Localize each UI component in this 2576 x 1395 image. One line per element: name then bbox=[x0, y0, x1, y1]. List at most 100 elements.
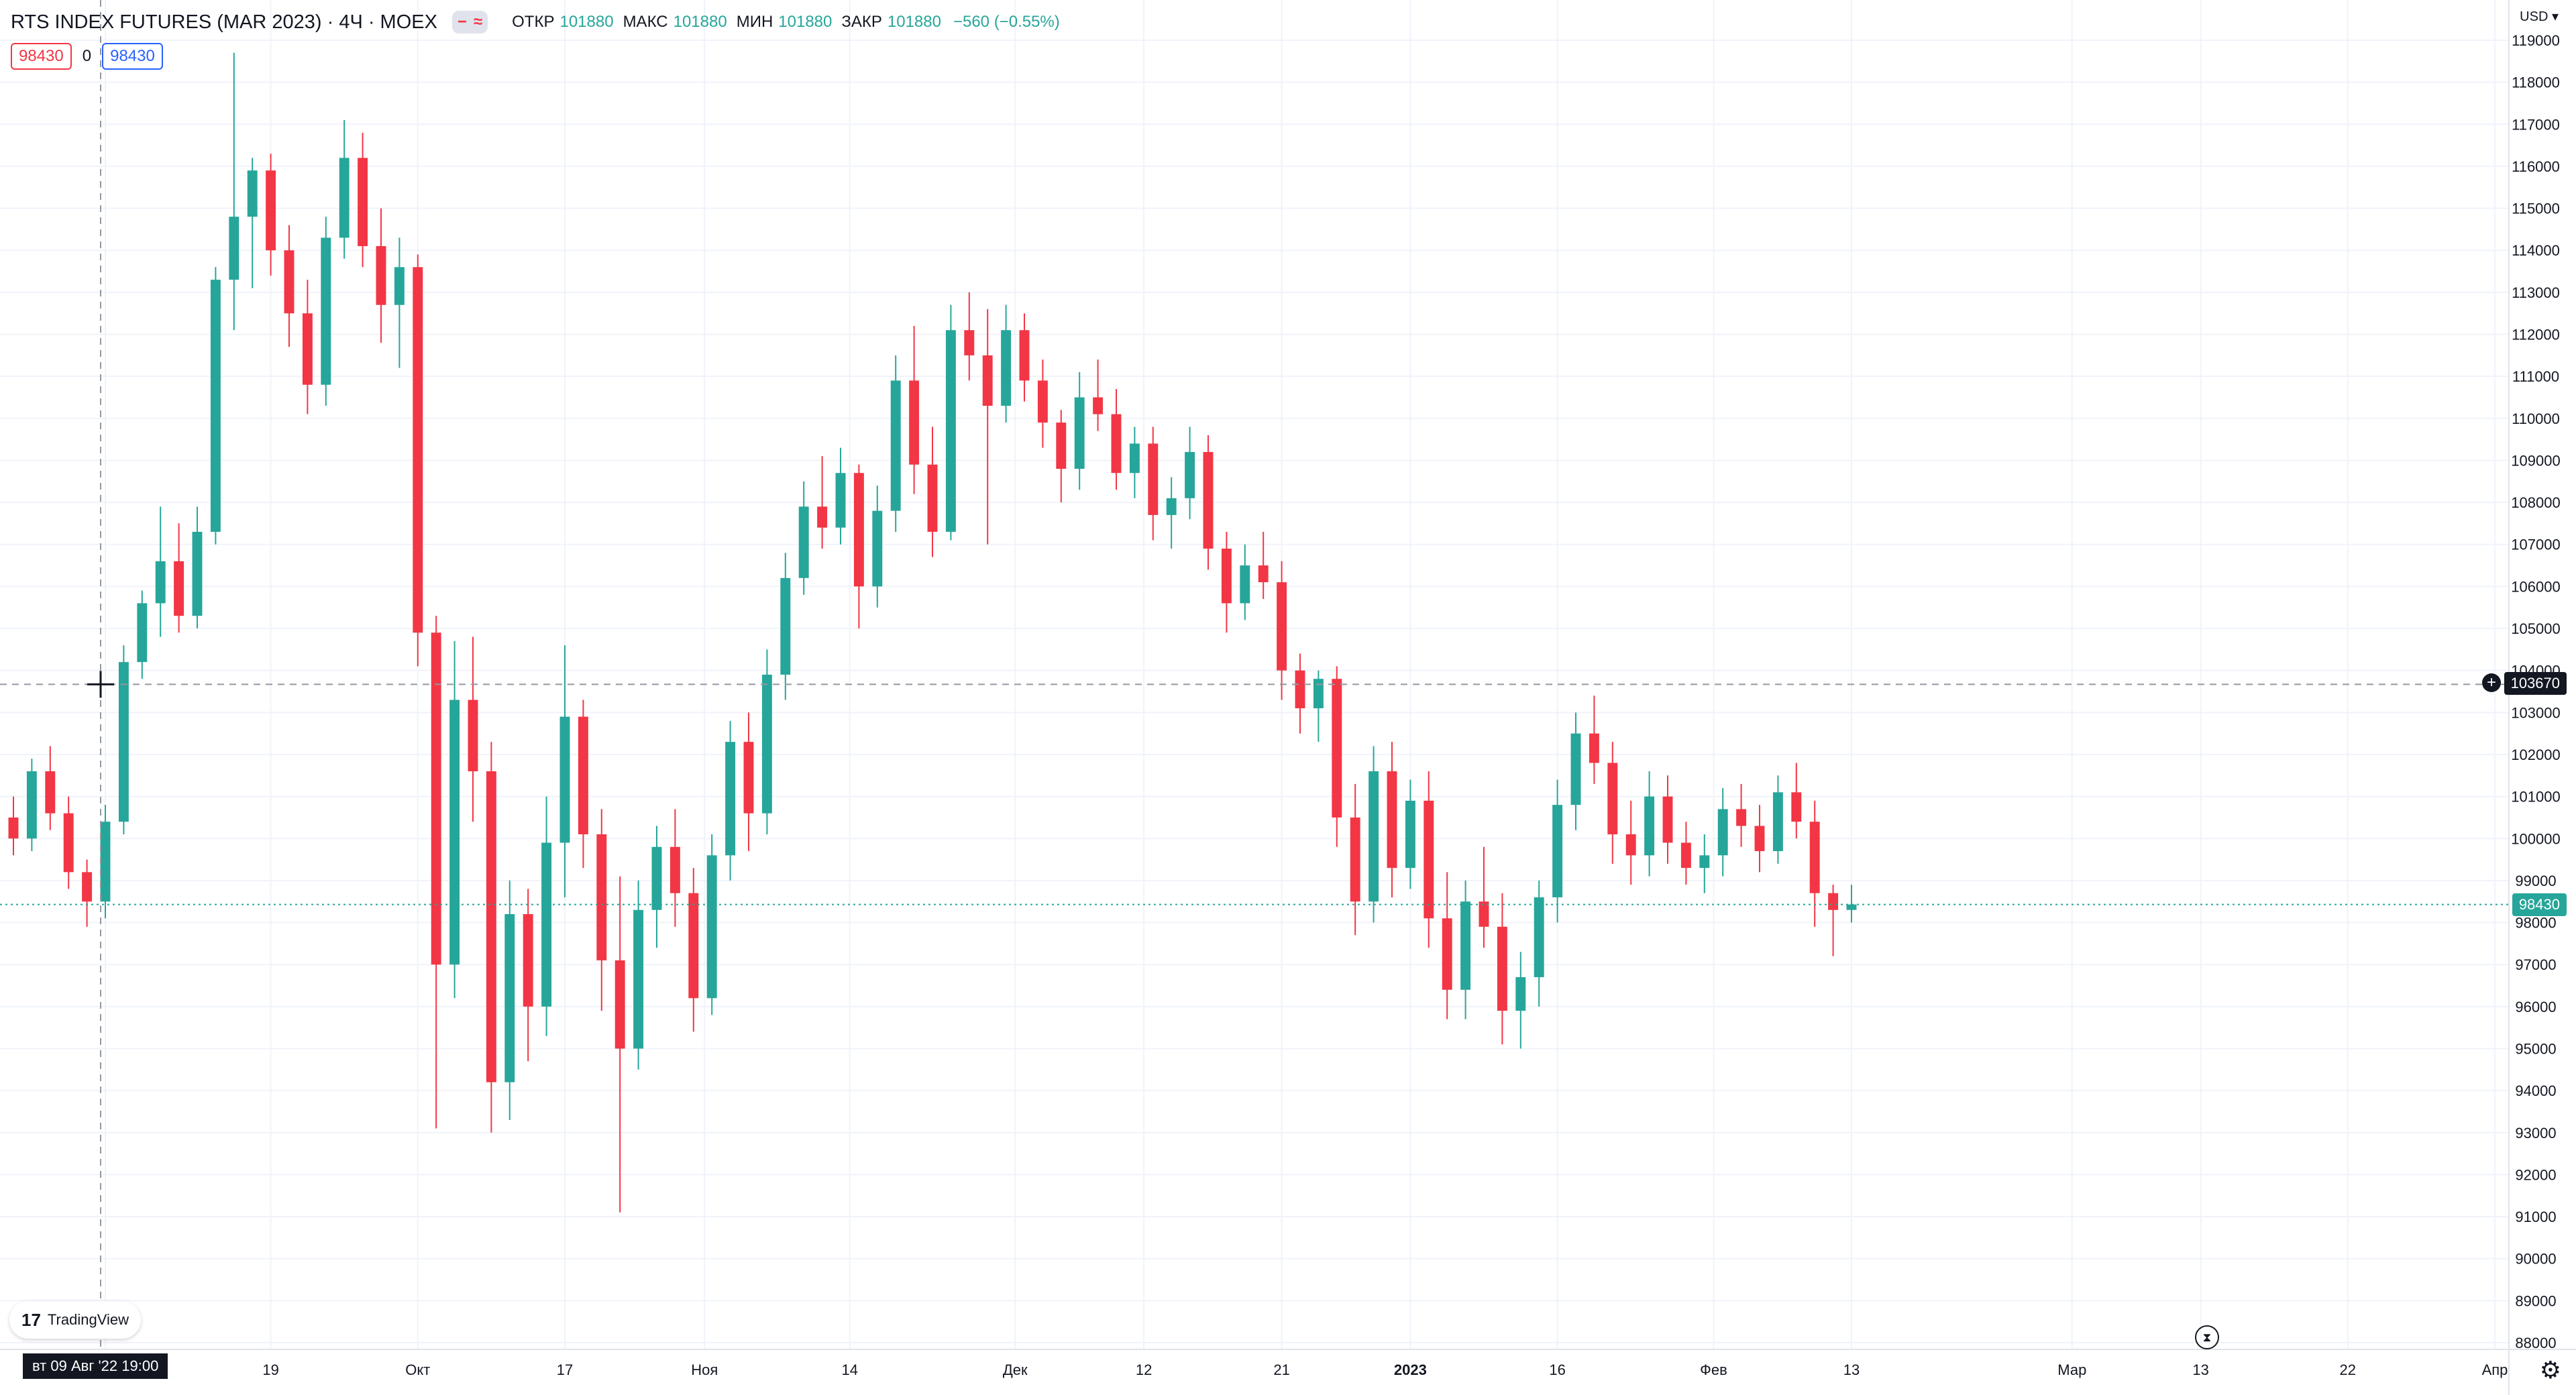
candle-body bbox=[1368, 771, 1379, 902]
x-tick-label: Мар bbox=[2057, 1361, 2086, 1378]
candle-body bbox=[468, 700, 478, 772]
candle-body bbox=[1221, 549, 1232, 604]
candle-body bbox=[780, 577, 791, 675]
y-tick-label: 90000 bbox=[2515, 1251, 2556, 1268]
candle-body bbox=[376, 245, 386, 305]
y-tick-label: 117000 bbox=[2512, 116, 2560, 133]
y-tick-label: 116000 bbox=[2512, 158, 2560, 175]
candle-body bbox=[449, 700, 460, 965]
candle-body bbox=[688, 893, 699, 999]
y-tick-label: 112000 bbox=[2512, 327, 2560, 343]
candle-body bbox=[26, 771, 37, 839]
candle-body bbox=[100, 822, 111, 902]
close-value: 101880 bbox=[887, 13, 941, 31]
candle-body bbox=[155, 561, 166, 604]
x-tick-label: Дек bbox=[1003, 1361, 1028, 1378]
x-tick-label: Апр bbox=[2482, 1361, 2508, 1378]
candle-body bbox=[872, 510, 883, 587]
candle-body bbox=[302, 313, 313, 385]
candle-body bbox=[927, 464, 938, 532]
candle-body bbox=[247, 170, 258, 217]
vertical-grid bbox=[105, 0, 2496, 1349]
y-tick-label: 102000 bbox=[2511, 746, 2560, 763]
x-tick-label: 21 bbox=[1273, 1361, 1289, 1378]
x-tick-label: 22 bbox=[2340, 1361, 2356, 1378]
chart-toggle-buttons[interactable]: − ≈ bbox=[451, 11, 488, 34]
symbol-title[interactable]: RTS INDEX FUTURES (MAR 2023) · 4Ч · MOEX bbox=[11, 11, 437, 33]
candle-body bbox=[504, 914, 515, 1082]
y-tick-label: 99000 bbox=[2515, 873, 2556, 889]
candle-body bbox=[1460, 901, 1471, 990]
high-label: МАКС bbox=[623, 13, 668, 31]
candle-body bbox=[614, 960, 625, 1049]
price-axis[interactable]: 119000 118000 117000 116000 115000 114000 1130… bbox=[2508, 0, 2561, 1395]
y-tick-label: 119000 bbox=[2512, 32, 2560, 49]
candle-body bbox=[523, 914, 533, 1007]
sell-price-button[interactable]: 98430 bbox=[11, 43, 72, 70]
candle-body bbox=[559, 716, 570, 843]
candle-body bbox=[174, 561, 184, 616]
candle-body bbox=[1479, 901, 1489, 927]
candle-body bbox=[1129, 443, 1140, 473]
candle-body bbox=[633, 909, 644, 1049]
candle-body bbox=[706, 855, 717, 999]
candle-body bbox=[1644, 796, 1655, 856]
tradingview-logo[interactable]: 17 TradingView bbox=[9, 1301, 141, 1339]
ohlc-values: ОТКР 101880 МАКС 101880 МИН 101880 ЗАКР … bbox=[512, 13, 1060, 32]
candle-body bbox=[909, 380, 920, 465]
currency-selector[interactable]: USD ▾ bbox=[2520, 9, 2559, 24]
candle-body bbox=[1534, 897, 1544, 977]
candle-body bbox=[1350, 817, 1360, 902]
open-label: ОТКР bbox=[512, 13, 555, 31]
y-tick-label: 111000 bbox=[2512, 368, 2559, 385]
y-tick-label: 94000 bbox=[2515, 1082, 2556, 1099]
candle-body bbox=[1754, 826, 1765, 852]
y-tick-label: 105000 bbox=[2511, 620, 2560, 637]
y-tick-label: 88000 bbox=[2515, 1335, 2556, 1351]
add-alert-icon[interactable]: + bbox=[2482, 673, 2501, 692]
candle-body bbox=[1387, 771, 1397, 869]
candle-body bbox=[1185, 451, 1195, 498]
open-value: 101880 bbox=[559, 13, 614, 31]
candle-body bbox=[651, 846, 662, 910]
x-tick-label: 13 bbox=[1843, 1361, 1860, 1378]
candle-body bbox=[1258, 565, 1269, 583]
crosshair-cursor-icon bbox=[87, 671, 114, 698]
x-tick-label: 14 bbox=[841, 1361, 857, 1378]
buy-price-button[interactable]: 98430 bbox=[102, 43, 163, 70]
candle-body bbox=[1111, 414, 1122, 473]
candles-layer bbox=[8, 52, 1857, 1213]
candle-body bbox=[1203, 451, 1214, 549]
candle-body bbox=[137, 603, 148, 663]
crosshair-price-label: 103670 bbox=[2504, 672, 2567, 695]
candle-body bbox=[229, 217, 239, 280]
y-tick-label: 96000 bbox=[2515, 999, 2556, 1015]
tradingview-logo-icon: 17 bbox=[21, 1309, 41, 1330]
candle-body bbox=[596, 834, 607, 960]
crosshair-layer bbox=[0, 0, 2509, 1349]
candle-body bbox=[8, 817, 19, 839]
candle-body bbox=[1074, 397, 1085, 469]
candle-body bbox=[890, 380, 901, 511]
candle-body bbox=[210, 280, 221, 532]
candle-body bbox=[1736, 809, 1747, 826]
y-tick-label: 109000 bbox=[2511, 452, 2560, 469]
horizontal-grid bbox=[0, 40, 2509, 1343]
change-value: −560 (−0.55%) bbox=[953, 13, 1060, 31]
gear-icon[interactable]: ⚙ bbox=[2539, 1356, 2561, 1384]
candle-body bbox=[1791, 792, 1802, 822]
symbol-header: RTS INDEX FUTURES (MAR 2023) · 4Ч · MOEX… bbox=[11, 5, 1060, 39]
hourglass-icon[interactable]: ⧗ bbox=[2195, 1325, 2219, 1349]
candle-body bbox=[1809, 822, 1820, 893]
candle-body bbox=[1001, 330, 1012, 406]
x-tick-label: Фев bbox=[1700, 1361, 1727, 1378]
time-axis[interactable]: Сен19Окт17Ноя14Дек1221202316Фев13Мар1322… bbox=[0, 1349, 2576, 1378]
minus-icon[interactable]: − bbox=[457, 13, 467, 31]
y-tick-label: 106000 bbox=[2511, 578, 2560, 595]
crosshair-date-label: вт 09 Авг '22 19:00 bbox=[23, 1353, 168, 1379]
candle-body bbox=[321, 237, 331, 385]
candle-body bbox=[541, 842, 552, 1007]
y-tick-label: 95000 bbox=[2515, 1040, 2556, 1057]
approx-icon[interactable]: ≈ bbox=[473, 13, 483, 31]
